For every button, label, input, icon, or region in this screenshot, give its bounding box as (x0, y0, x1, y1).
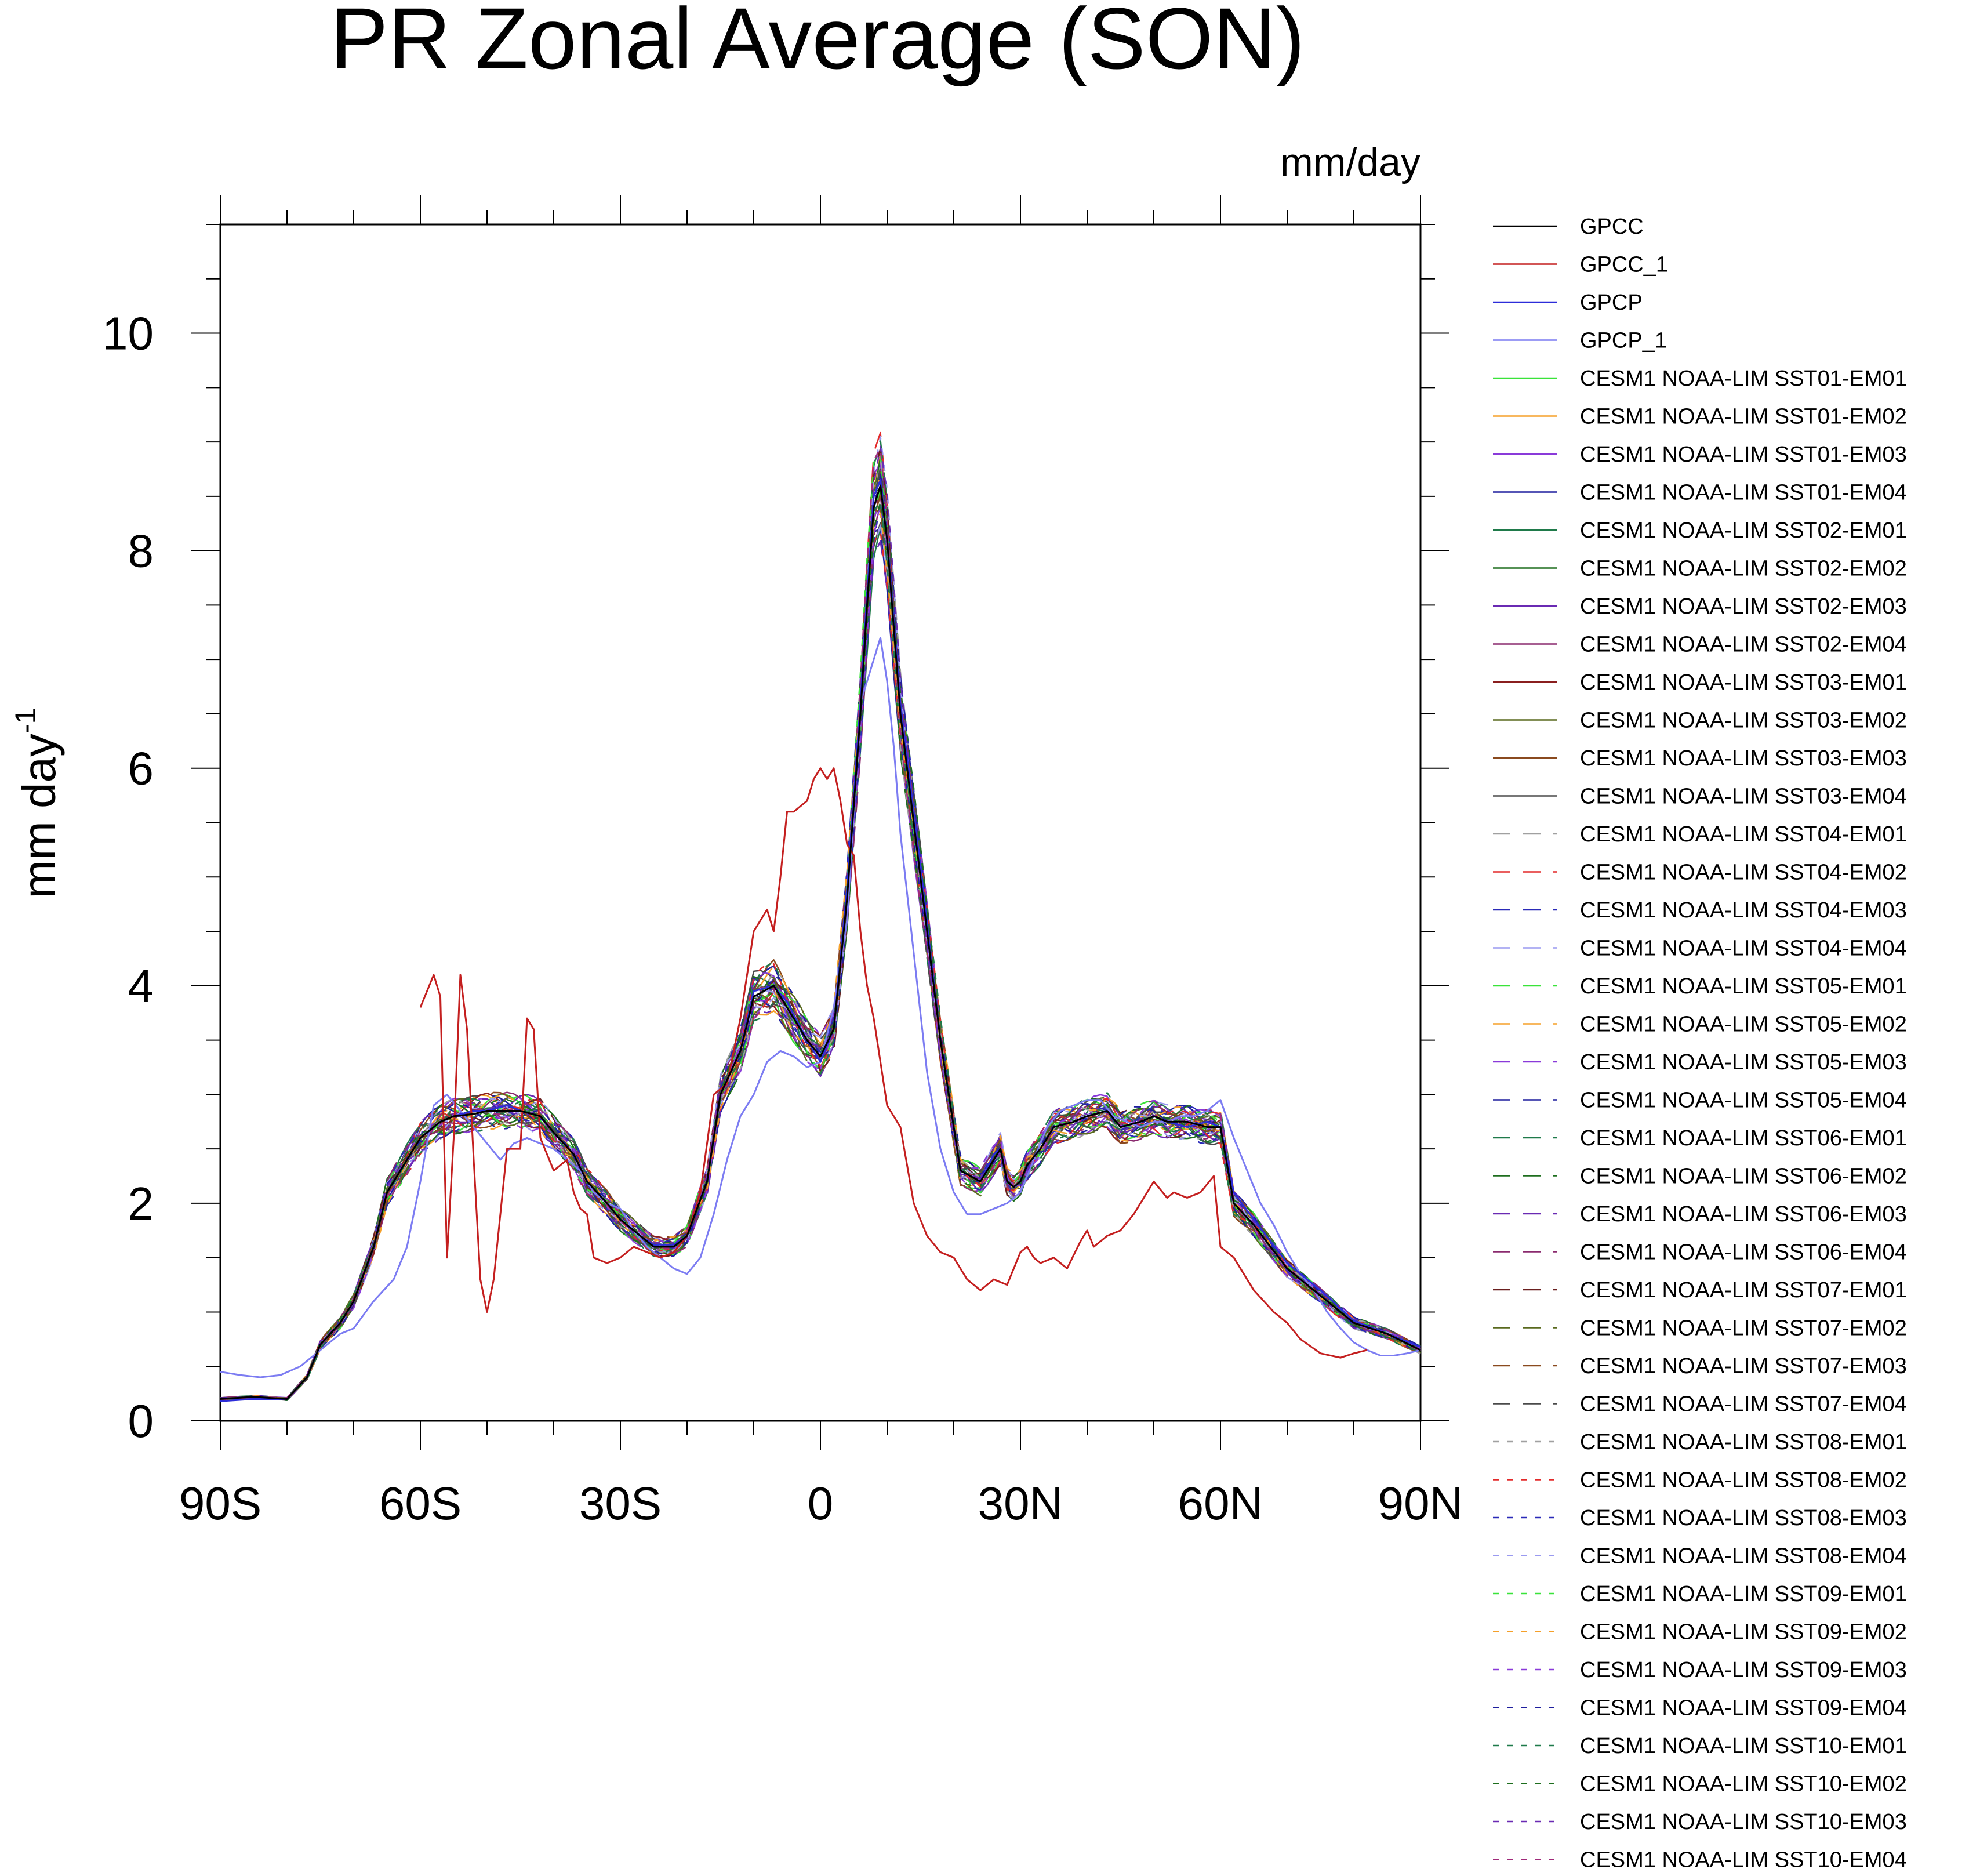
series-line-cesm1-noaa-lim-sst09-em01 (220, 454, 1421, 1401)
legend-label: CESM1 NOAA-LIM SST05-EM01 (1580, 974, 1907, 999)
legend-label: CESM1 NOAA-LIM SST06-EM01 (1580, 1126, 1907, 1151)
legend-label: CESM1 NOAA-LIM SST08-EM03 (1580, 1506, 1907, 1530)
legend-label: CESM1 NOAA-LIM SST02-EM03 (1580, 594, 1907, 619)
legend-label: CESM1 NOAA-LIM SST10-EM01 (1580, 1734, 1907, 1758)
legend-label: CESM1 NOAA-LIM SST07-EM03 (1580, 1354, 1907, 1378)
legend-label: CESM1 NOAA-LIM SST01-EM02 (1580, 405, 1907, 429)
legend-label: CESM1 NOAA-LIM SST06-EM03 (1580, 1202, 1907, 1227)
plot-frame (219, 223, 1422, 1422)
x-tick-label: 90N (1378, 1478, 1463, 1529)
legend-label: CESM1 NOAA-LIM SST03-EM02 (1580, 709, 1907, 733)
series-line-cesm1-noaa-lim-sst06-em03 (220, 540, 1421, 1400)
series-line-cesm1-noaa-lim-sst08-em03 (220, 502, 1421, 1401)
series-line-cesm1-noaa-lim-sst02-em03 (220, 448, 1421, 1400)
legend-label: CESM1 NOAA-LIM SST02-EM04 (1580, 633, 1907, 657)
series-line-cesm1-noaa-lim-sst10-em04 (220, 447, 1421, 1400)
x-tick-label: 90S (179, 1478, 261, 1529)
legend-label: CESM1 NOAA-LIM SST10-EM03 (1580, 1810, 1907, 1834)
legend-label: CESM1 NOAA-LIM SST01-EM03 (1580, 442, 1907, 467)
legend-label: CESM1 NOAA-LIM SST07-EM02 (1580, 1316, 1907, 1341)
legend-label: GPCC_1 (1580, 253, 1668, 277)
legend-label: CESM1 NOAA-LIM SST04-EM04 (1580, 937, 1907, 961)
legend-label: GPCP_1 (1580, 329, 1667, 353)
legend-label: CESM1 NOAA-LIM SST08-EM04 (1580, 1544, 1907, 1569)
legend-label: CESM1 NOAA-LIM SST05-EM04 (1580, 1088, 1907, 1113)
legend-label: CESM1 NOAA-LIM SST08-EM02 (1580, 1468, 1907, 1493)
legend-label: CESM1 NOAA-LIM SST01-EM04 (1580, 481, 1907, 505)
legend-label: CESM1 NOAA-LIM SST06-EM02 (1580, 1164, 1907, 1189)
legend-label: CESM1 NOAA-LIM SST05-EM02 (1580, 1013, 1907, 1037)
legend-label: CESM1 NOAA-LIM SST07-EM04 (1580, 1392, 1907, 1417)
y-tick-label: 8 (128, 525, 154, 577)
y-tick-label: 4 (128, 960, 154, 1012)
series-line-gpcc-1 (419, 767, 1368, 1359)
legend-label: CESM1 NOAA-LIM SST08-EM01 (1580, 1430, 1907, 1454)
y-tick-label: 10 (102, 308, 154, 360)
series-line-cesm1-noaa-lim-sst10-em02 (220, 500, 1421, 1401)
units-label: mm/day (1280, 140, 1420, 184)
series-line-cesm1-noaa-lim-sst01-em02 (220, 454, 1421, 1400)
legend-label: CESM1 NOAA-LIM SST01-EM01 (1580, 367, 1907, 391)
x-tick-label: 60N (1178, 1478, 1263, 1529)
series-line-cesm1-noaa-lim-sst07-em03 (220, 494, 1421, 1401)
legend-label: CESM1 NOAA-LIM SST10-EM02 (1580, 1772, 1907, 1797)
series-line-cesm1-noaa-lim-sst06-em01 (220, 439, 1421, 1400)
x-tick-label: 60S (379, 1478, 462, 1529)
series-line-gpcc (220, 484, 1421, 1400)
series-line-gpcp-1 (220, 637, 1421, 1378)
series-line-cesm1-noaa-lim-sst05-em02 (220, 476, 1421, 1400)
series-line-cesm1-noaa-lim-sst02-em02 (220, 456, 1421, 1400)
y-tick-label: 6 (128, 743, 154, 794)
legend-label: CESM1 NOAA-LIM SST04-EM01 (1580, 822, 1907, 847)
legend-label: CESM1 NOAA-LIM SST04-EM02 (1580, 861, 1907, 885)
chart-title: PR Zonal Average (SON) (330, 0, 1305, 87)
legend-label: CESM1 NOAA-LIM SST03-EM03 (1580, 746, 1907, 771)
y-axis-label-exponent: -1 (9, 708, 42, 734)
series-line-cesm1-noaa-lim-sst04-em02 (220, 431, 1421, 1400)
y-axis-label-text: mm day (13, 734, 65, 899)
x-tick-label: 30N (978, 1478, 1063, 1529)
series-line-cesm1-noaa-lim-sst08-em04 (220, 436, 1421, 1400)
legend-label: CESM1 NOAA-LIM SST09-EM04 (1580, 1696, 1907, 1721)
x-tick-label: 30S (579, 1478, 662, 1529)
legend-label: CESM1 NOAA-LIM SST03-EM04 (1580, 785, 1907, 809)
series-line-cesm1-noaa-lim-sst08-em02 (220, 531, 1421, 1400)
series-line-cesm1-noaa-lim-sst10-em01 (220, 500, 1421, 1400)
legend-label: CESM1 NOAA-LIM SST02-EM02 (1580, 557, 1907, 581)
legend-label: CESM1 NOAA-LIM SST05-EM03 (1580, 1050, 1907, 1075)
legend-label: CESM1 NOAA-LIM SST06-EM04 (1580, 1240, 1907, 1265)
legend: GPCC GPCC_1 GPCP GPCP_1 CESM1 NOAA-LIM SST01… (1493, 215, 1907, 1873)
series-line-cesm1-noaa-lim-sst01-em03 (220, 462, 1421, 1400)
legend-label: CESM1 NOAA-LIM SST09-EM02 (1580, 1620, 1907, 1645)
legend-label: CESM1 NOAA-LIM SST09-EM03 (1580, 1658, 1907, 1682)
plot-area: 90S 60S 30S 0 30N 60N 90N 0 2 4 6 8 10 (102, 195, 1463, 1529)
series-line-cesm1-noaa-lim-sst04-em01 (220, 459, 1421, 1400)
y-axis-label: mm day-1 (9, 708, 65, 899)
y-tick-label: 2 (128, 1178, 154, 1229)
legend-label: CESM1 NOAA-LIM SST04-EM03 (1580, 898, 1907, 923)
series-line-cesm1-noaa-lim-sst07-em04 (220, 466, 1421, 1400)
y-tick-label: 0 (128, 1395, 154, 1447)
series-line-cesm1-noaa-lim-sst03-em03 (220, 507, 1421, 1400)
legend-label: CESM1 NOAA-LIM SST03-EM01 (1580, 670, 1907, 695)
series-line-cesm1-noaa-lim-sst03-em02 (220, 471, 1421, 1399)
legend-label: GPCP (1580, 291, 1643, 315)
series-line-cesm1-noaa-lim-sst10-em03 (220, 445, 1421, 1400)
legend-label: CESM1 NOAA-LIM SST02-EM01 (1580, 518, 1907, 543)
legend-label: CESM1 NOAA-LIM SST07-EM01 (1580, 1278, 1907, 1302)
x-tick-label: 0 (808, 1478, 834, 1529)
legend-label: GPCC (1580, 215, 1644, 239)
legend-label: CESM1 NOAA-LIM SST09-EM01 (1580, 1582, 1907, 1606)
series-line-cesm1-noaa-lim-sst07-em01 (220, 448, 1421, 1400)
series-line-cesm1-noaa-lim-sst09-em04 (220, 475, 1421, 1399)
legend-label: CESM1 NOAA-LIM SST10-EM04 (1580, 1848, 1907, 1873)
